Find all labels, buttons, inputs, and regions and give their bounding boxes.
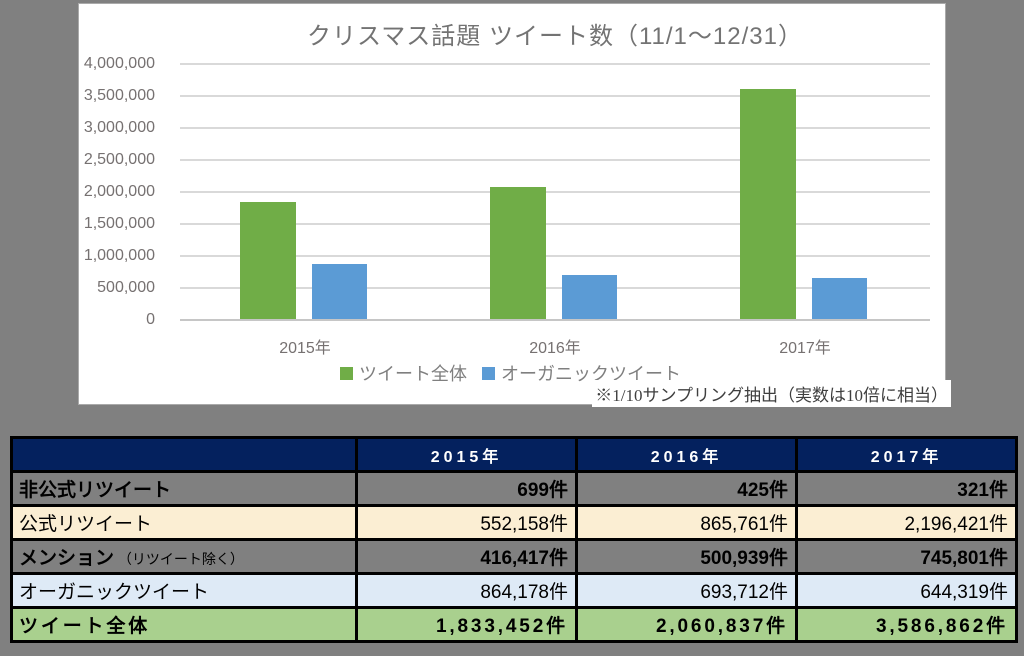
gridline xyxy=(180,255,930,257)
row-value-cell: 865,761件 xyxy=(575,504,798,541)
row-value-cell: 693,712件 xyxy=(575,572,798,609)
table-header-empty xyxy=(10,436,358,473)
gridline xyxy=(180,319,930,321)
y-axis-tick-label: 3,500,000 xyxy=(83,87,155,104)
row-value-cell: 699件 xyxy=(355,470,578,507)
row-value-cell: 500,939件 xyxy=(575,538,798,575)
row-value-cell: 1,833,452件 xyxy=(355,606,578,643)
tweet-count-table: 2015年 2016年 2017年 非公式リツイート 699件 425件 321件 公式リツ… xyxy=(10,436,1018,643)
legend-label: オーガニックツイート xyxy=(501,364,681,384)
y-axis-tick-label: 2,500,000 xyxy=(83,151,155,168)
y-axis-tick-label: 4,000,000 xyxy=(83,55,155,72)
row-label: ツイート全体 xyxy=(10,606,358,643)
row-value-cell: 321件 xyxy=(795,470,1018,507)
legend-swatch-icon xyxy=(340,366,353,380)
chart-sampling-note: ※1/10サンプリング抽出（実数は10倍に相当） xyxy=(592,380,951,407)
gridline xyxy=(180,223,930,225)
row-value-cell: 644,319件 xyxy=(795,572,1018,609)
row-label: 非公式リツイート xyxy=(10,470,358,507)
row-label: オーガニックツイート xyxy=(10,572,358,609)
gridline xyxy=(180,127,930,129)
bar-organic-2017年 xyxy=(812,278,867,319)
y-axis-tick-label: 3,000,000 xyxy=(83,119,155,136)
x-axis-category-label: 2017年 xyxy=(779,340,831,357)
y-axis-tick-label: 0 xyxy=(146,311,155,328)
gridline xyxy=(180,159,930,161)
row-value-cell: 425件 xyxy=(575,470,798,507)
y-axis-tick-label: 1,500,000 xyxy=(83,215,155,232)
table-header-row: 2015年 2016年 2017年 xyxy=(10,436,1018,473)
gridline xyxy=(180,95,930,97)
chart-legend: ツイート全体 オーガニックツイート xyxy=(340,360,681,386)
table-header-year: 2017年 xyxy=(795,436,1018,473)
legend-item-organic: オーガニックツイート xyxy=(482,360,681,386)
row-value-cell: 552,158件 xyxy=(355,504,578,541)
row-label: 公式リツイート xyxy=(10,504,358,541)
x-axis-category-label: 2015年 xyxy=(279,340,331,357)
table-header-year: 2015年 xyxy=(355,436,578,473)
bar-organic-2015年 xyxy=(312,264,367,319)
table-row: 公式リツイート 552,158件 865,761件 2,196,421件 xyxy=(10,504,1018,541)
legend-label: ツイート全体 xyxy=(359,364,467,384)
bar-organic-2016年 xyxy=(562,275,617,319)
row-value-cell: 745,801件 xyxy=(795,538,1018,575)
row-label: メンション （リツイート除く） xyxy=(10,538,358,575)
row-value-cell: 2,196,421件 xyxy=(795,504,1018,541)
legend-swatch-icon xyxy=(482,366,495,380)
row-label-text: メンション xyxy=(19,548,115,569)
chart-panel: クリスマス話題 ツイート数（11/1～12/31） ツイート全体 オーガニックツイ… xyxy=(78,3,951,407)
table-row: オーガニックツイート 864,178件 693,712件 644,319件 xyxy=(10,572,1018,609)
gridline xyxy=(180,63,930,65)
row-label-text: ツイート全体 xyxy=(19,616,151,637)
table-row: メンション （リツイート除く） 416,417件 500,939件 745,801件 xyxy=(10,538,1018,575)
row-value-cell: 2,060,837件 xyxy=(575,606,798,643)
gridline xyxy=(180,287,930,289)
y-axis-tick-label: 1,000,000 xyxy=(83,247,155,264)
table-row: 非公式リツイート 699件 425件 321件 xyxy=(10,470,1018,507)
bar-total-2017年 xyxy=(740,89,796,319)
x-axis-category-label: 2016年 xyxy=(529,340,581,357)
y-axis-tick-label: 500,000 xyxy=(97,279,155,296)
chart-title: クリスマス話題 ツイート数（11/1～12/31） xyxy=(307,23,803,50)
row-label-text: オーガニックツイート xyxy=(19,582,210,603)
row-label-text: 公式リツイート xyxy=(19,514,153,535)
legend-item-total: ツイート全体 xyxy=(340,360,467,386)
table-header-year: 2016年 xyxy=(575,436,798,473)
gridline xyxy=(180,191,930,193)
bar-total-2015年 xyxy=(240,202,296,319)
row-label-text: 非公式リツイート xyxy=(19,480,172,501)
row-label-note: （リツイート除く） xyxy=(114,551,244,567)
row-value-cell: 416,417件 xyxy=(355,538,578,575)
y-axis-tick-label: 2,000,000 xyxy=(83,183,155,200)
row-value-cell: 864,178件 xyxy=(355,572,578,609)
table-row: ツイート全体 1,833,452件 2,060,837件 3,586,862件 xyxy=(10,606,1018,643)
bar-total-2016年 xyxy=(490,187,546,319)
row-value-cell: 3,586,862件 xyxy=(795,606,1018,643)
